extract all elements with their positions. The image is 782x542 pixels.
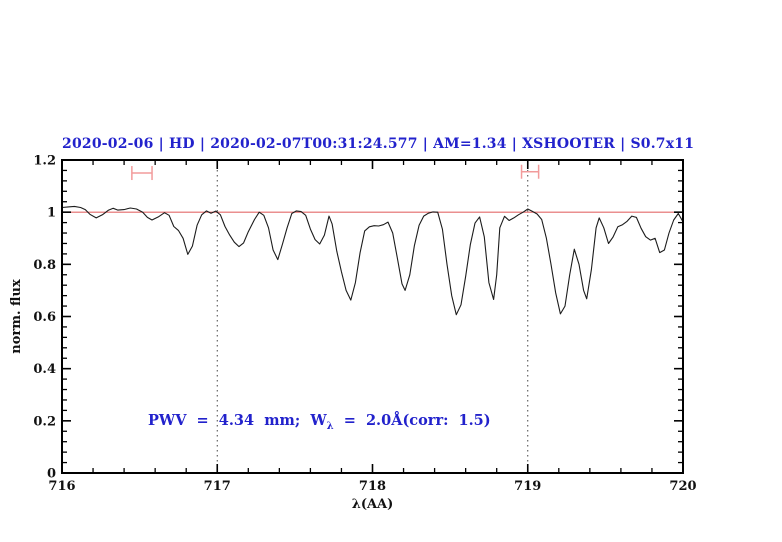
y-axis-label: norm. flux [9, 279, 24, 354]
y-tick-label: 0.4 [33, 362, 56, 377]
pwv-annotation-subscript: λ [326, 420, 334, 432]
x-tick-label: 719 [514, 479, 541, 494]
chart-title: 2020-02-06 | HD | 2020-02-07T00:31:24.57… [62, 136, 695, 152]
y-tick-label: 0.2 [33, 414, 56, 429]
pwv-annotation-prefix: PWV = 4.34 mm; W [148, 412, 327, 429]
x-axis-label: λ(AA) [352, 497, 394, 512]
pwv-annotation-suffix: = 2.0Å(corr: 1.5) [333, 412, 491, 429]
x-tick-label: 717 [204, 479, 231, 494]
x-tick-label: 716 [48, 479, 75, 494]
pwv-annotation: PWV = 4.34 mm; Wλ = 2.0Å(corr: 1.5) [148, 412, 491, 432]
x-tick-label: 720 [669, 479, 696, 494]
y-tick-label: 0.8 [33, 258, 56, 273]
x-tick-label: 718 [359, 479, 386, 494]
spectrum-line [61, 205, 684, 316]
y-tick-label: 0.6 [33, 310, 56, 325]
y-tick-label: 1.2 [33, 154, 56, 169]
y-tick-label: 0 [47, 467, 56, 482]
y-tick-label: 1 [47, 206, 56, 221]
